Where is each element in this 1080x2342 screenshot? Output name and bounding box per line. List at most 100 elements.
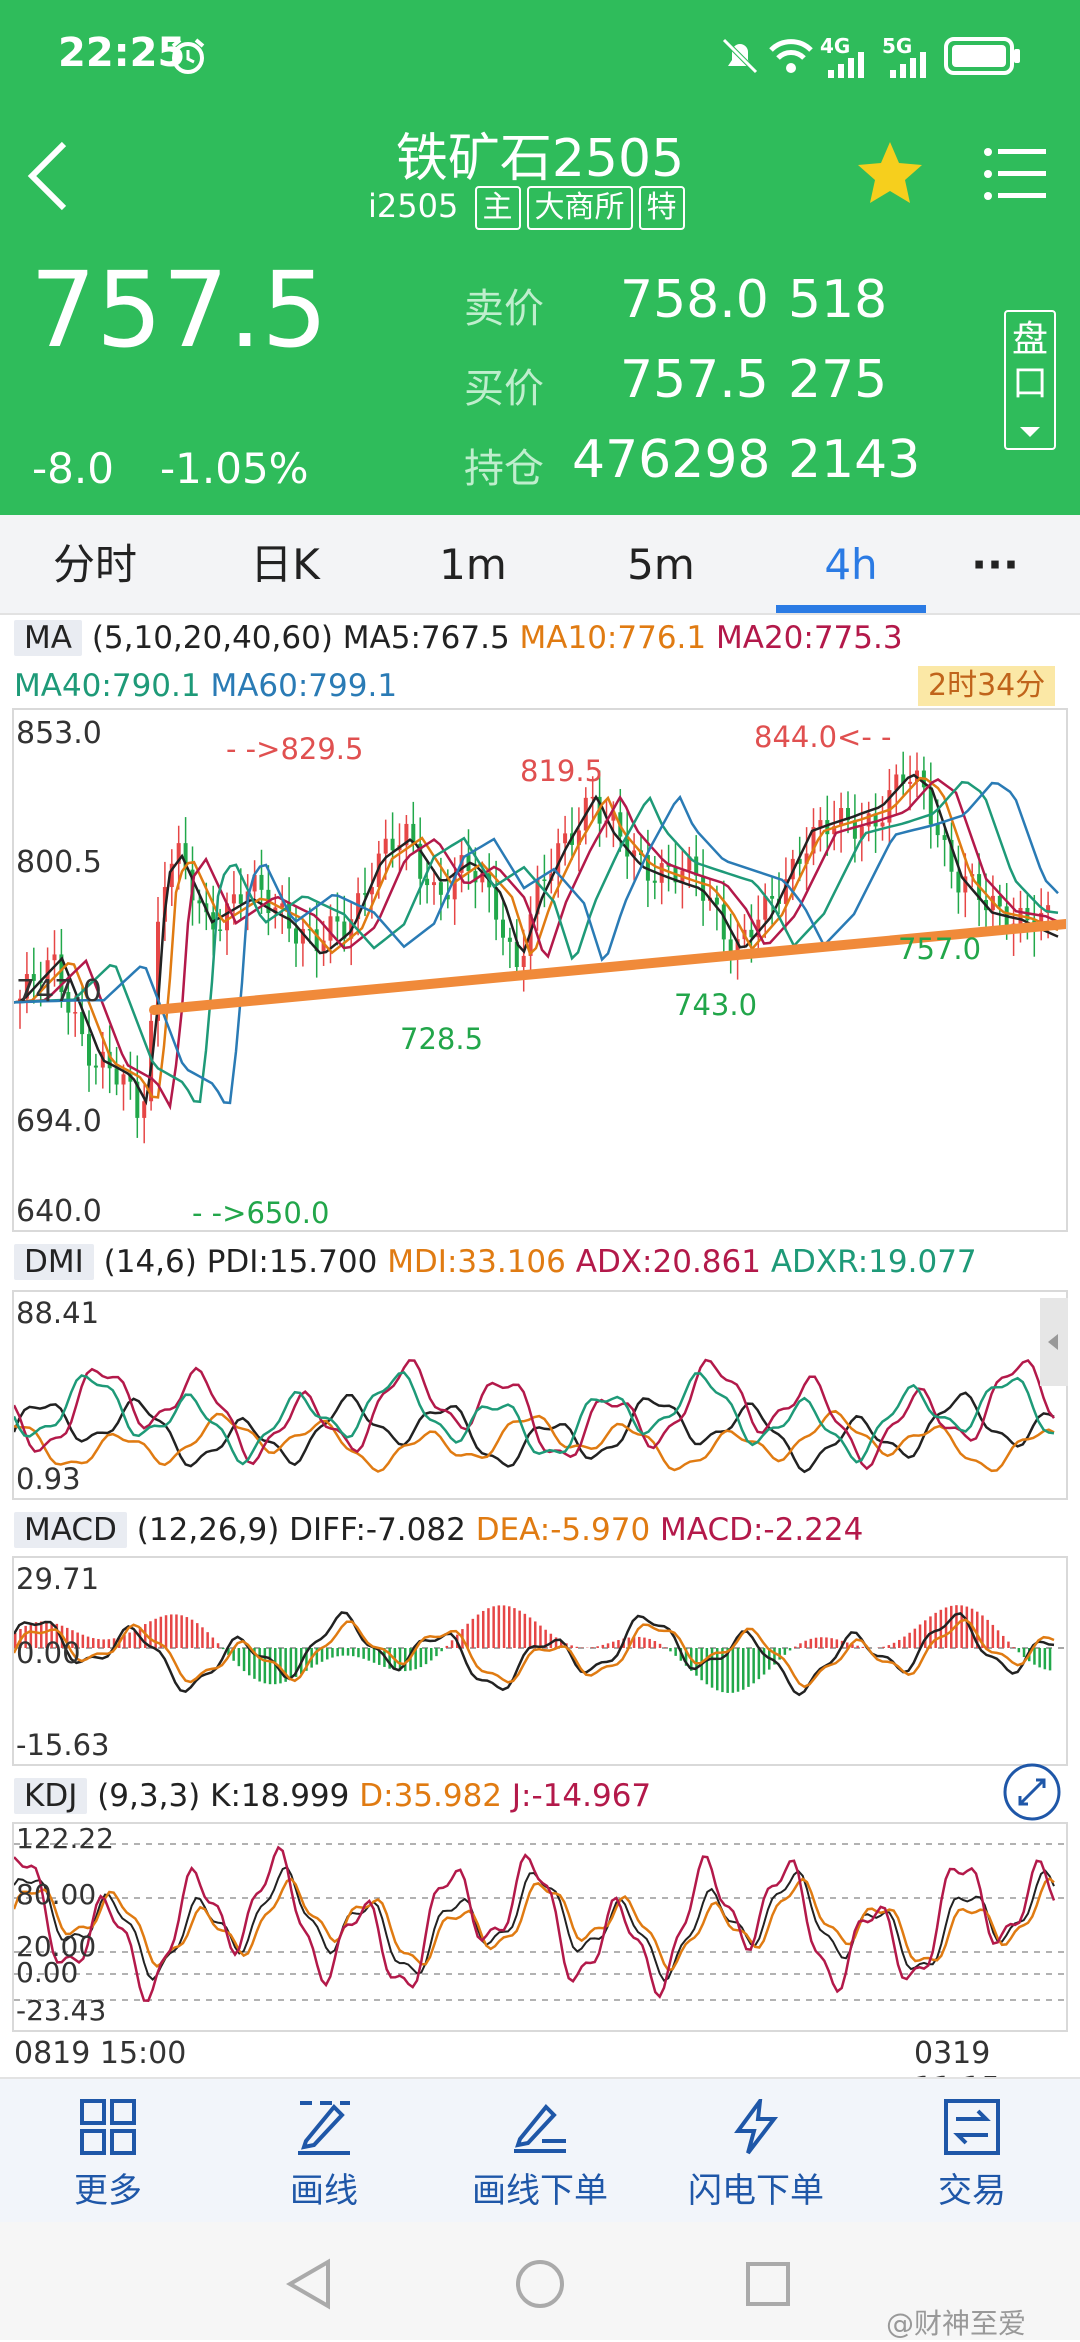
macd-bar [92,1638,95,1648]
candle-body [218,929,222,931]
candle-body [425,879,429,885]
nav-back-icon[interactable] [284,2258,334,2310]
tag-exchange: 大商所 [527,186,633,230]
macd-bar [435,1648,438,1656]
ma-legend-2: MA40:790.1 MA60:799.1 [14,668,397,704]
kdj-params: (9,3,3) [97,1778,200,1814]
macd-bar [607,1643,610,1648]
macd-bar [612,1642,615,1648]
kdj-chart[interactable]: 122.22 80.00 20.00 0.00 -23.43 [12,1822,1068,2032]
macd-bar [898,1640,901,1648]
macd-bar [784,1648,787,1655]
macd-name[interactable]: MACD [14,1512,127,1548]
macd-bar [903,1637,906,1648]
ma5-value: MA5:767.5 [343,620,510,656]
tab-intraday[interactable]: 分时 [20,515,170,615]
macd-bar [357,1648,360,1657]
draw-line-order-label: 画线下单 [432,2163,648,2212]
dmi-adx: ADX:20.861 [576,1244,761,1280]
candle-body [329,916,333,940]
tab-more[interactable]: ··· [920,515,1070,615]
macd-bar [102,1639,105,1648]
bar-countdown: 2时34分 [918,666,1055,706]
macd-bar [789,1648,792,1650]
macd-bar [243,1648,246,1671]
macd-diff: DIFF:-7.082 [289,1512,466,1548]
macd-bar [1033,1648,1036,1665]
macd-bar [368,1648,371,1661]
tab-daily[interactable]: 日K [210,515,360,615]
macd-bar [503,1605,506,1648]
candle-body [715,898,719,905]
macd-bar [804,1641,807,1648]
macd-dea: DEA:-5.970 [476,1512,651,1548]
macd-bar [108,1639,111,1648]
macd-bar [492,1606,495,1648]
open-interest-label: 持仓 [464,436,544,494]
macd-bar [820,1637,823,1648]
price-axis-top: 853.0 [16,716,102,751]
macd-bar [269,1648,272,1684]
watermark: @财神至爱 [886,2302,1026,2342]
macd-axis-low: -15.63 [16,1728,110,1762]
favorite-star-icon[interactable] [856,140,924,206]
dmi-name[interactable]: DMI [14,1244,94,1280]
candle-body [53,954,57,960]
macd-bar [331,1648,334,1658]
nav-home-icon[interactable] [514,2258,566,2310]
macd-bar [97,1639,100,1648]
macd-bar [425,1648,428,1664]
draw-line-button[interactable]: 画线 [216,2079,432,2224]
dmi-pdi: PDI:15.700 [207,1244,378,1280]
tab-1m[interactable]: 1m [398,515,548,615]
candle-body [563,833,567,843]
candle-body [115,1068,119,1084]
macd-bar [518,1611,521,1648]
macd-bar [212,1638,215,1648]
price-axis-mid: 800.5 [16,845,102,880]
tab-5m[interactable]: 5m [586,515,736,615]
macd-bar [617,1640,620,1648]
order-book-button[interactable]: 盘口 [1004,310,1056,450]
macd-bar [570,1645,573,1648]
side-drawer-handle[interactable] [1040,1298,1068,1386]
macd-bar [924,1620,927,1648]
instrument-subtitle: i2505 主大商所特 [368,186,685,230]
macd-bar [1012,1647,1015,1648]
tab-4h[interactable]: 4h [776,515,926,615]
pen-icon [296,2099,352,2155]
trade-button[interactable]: 交易 [864,2079,1080,2224]
macd-bar [893,1643,896,1648]
macd-bar [576,1647,579,1648]
nav-recents-icon[interactable] [744,2260,792,2308]
macd-bar [472,1619,475,1648]
macd-bar [648,1639,651,1648]
open-interest-change: 2143 [788,430,920,490]
candle-body [391,839,395,851]
macd-bar [810,1639,813,1648]
macd-bar [602,1645,605,1648]
macd-bar [498,1605,501,1648]
macd-chart[interactable]: 29.71 0.00 -15.63 [12,1556,1068,1766]
candle-body [432,882,436,885]
kdj-name[interactable]: KDJ [14,1778,87,1814]
menu-list-icon[interactable] [984,146,1048,202]
flash-order-button[interactable]: 闪电下单 [648,2079,864,2224]
macd-bar [664,1647,667,1648]
macd-bar [165,1615,168,1648]
macd-bar [347,1648,350,1656]
more-button[interactable]: 更多 [0,2079,216,2224]
macd-bar [945,1607,948,1648]
dmi-chart[interactable]: 88.41 0.93 [12,1290,1068,1500]
candlestick-chart[interactable]: 853.0 800.5 747.0 694.0 640.0 - ->829.5 … [12,708,1068,1232]
caret-down-icon [1018,425,1042,439]
draw-line-order-button[interactable]: 画线下单 [432,2079,648,2224]
alarm-icon [168,36,208,76]
macd-bar [217,1643,220,1648]
macd-bar [966,1607,969,1648]
fullscreen-expand-icon[interactable] [1002,1762,1062,1822]
macd-bar [1038,1648,1041,1667]
grid-icon [80,2099,136,2155]
macd-bar [669,1648,672,1651]
ma-name[interactable]: MA [14,620,82,656]
